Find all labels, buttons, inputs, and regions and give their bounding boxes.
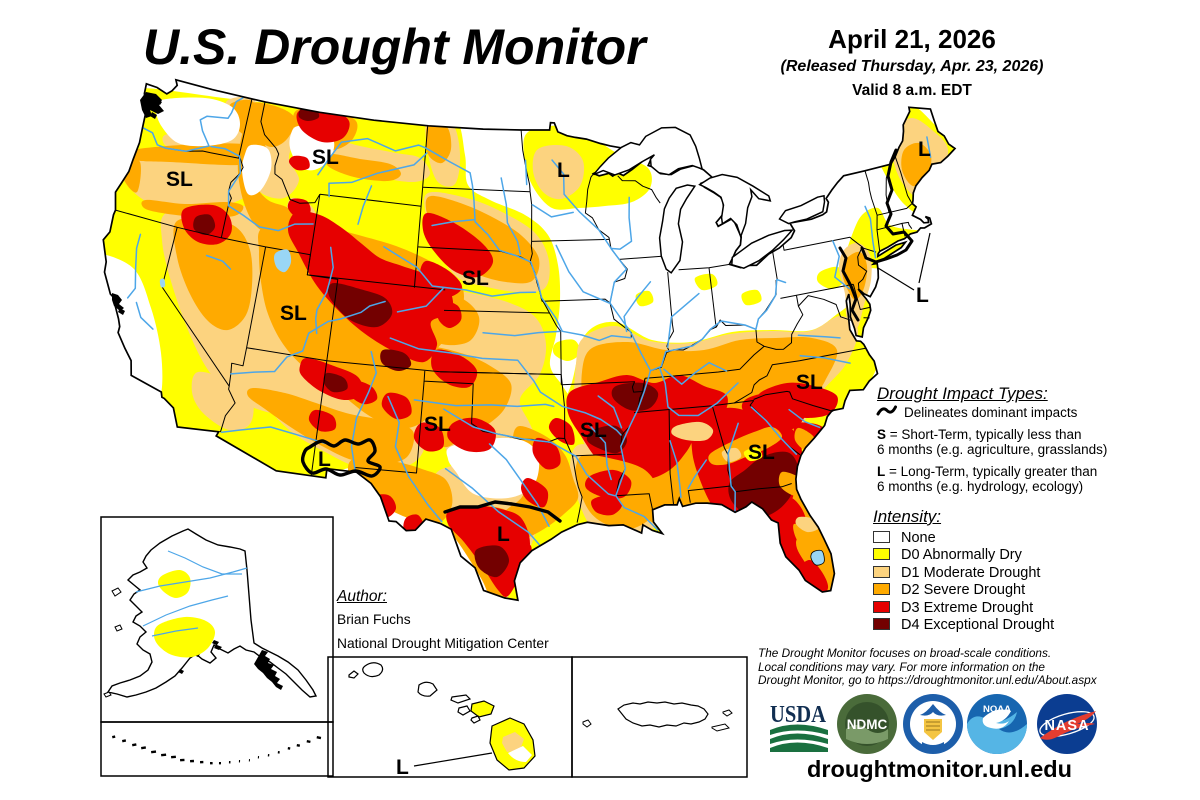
svg-text:USDA: USDA (770, 702, 827, 728)
svg-text:L: L (318, 448, 331, 471)
svg-text:SL: SL (580, 419, 607, 442)
svg-text:L: L (918, 138, 931, 161)
svg-text:L: L (557, 159, 570, 182)
svg-text:L: L (497, 523, 510, 546)
svg-text:SL: SL (166, 168, 193, 191)
svg-text:L: L (916, 284, 929, 307)
svg-text:NASA: NASA (1044, 718, 1089, 734)
svg-text:SL: SL (312, 146, 339, 169)
svg-text:NDMC: NDMC (847, 717, 888, 732)
svg-text:SL: SL (280, 302, 307, 325)
svg-text:NOAA: NOAA (983, 704, 1011, 715)
svg-text:SL: SL (424, 413, 451, 436)
svg-text:SL: SL (796, 371, 823, 394)
svg-text:SL: SL (748, 441, 775, 464)
svg-text:SL: SL (462, 267, 489, 290)
svg-text:L: L (396, 756, 409, 779)
